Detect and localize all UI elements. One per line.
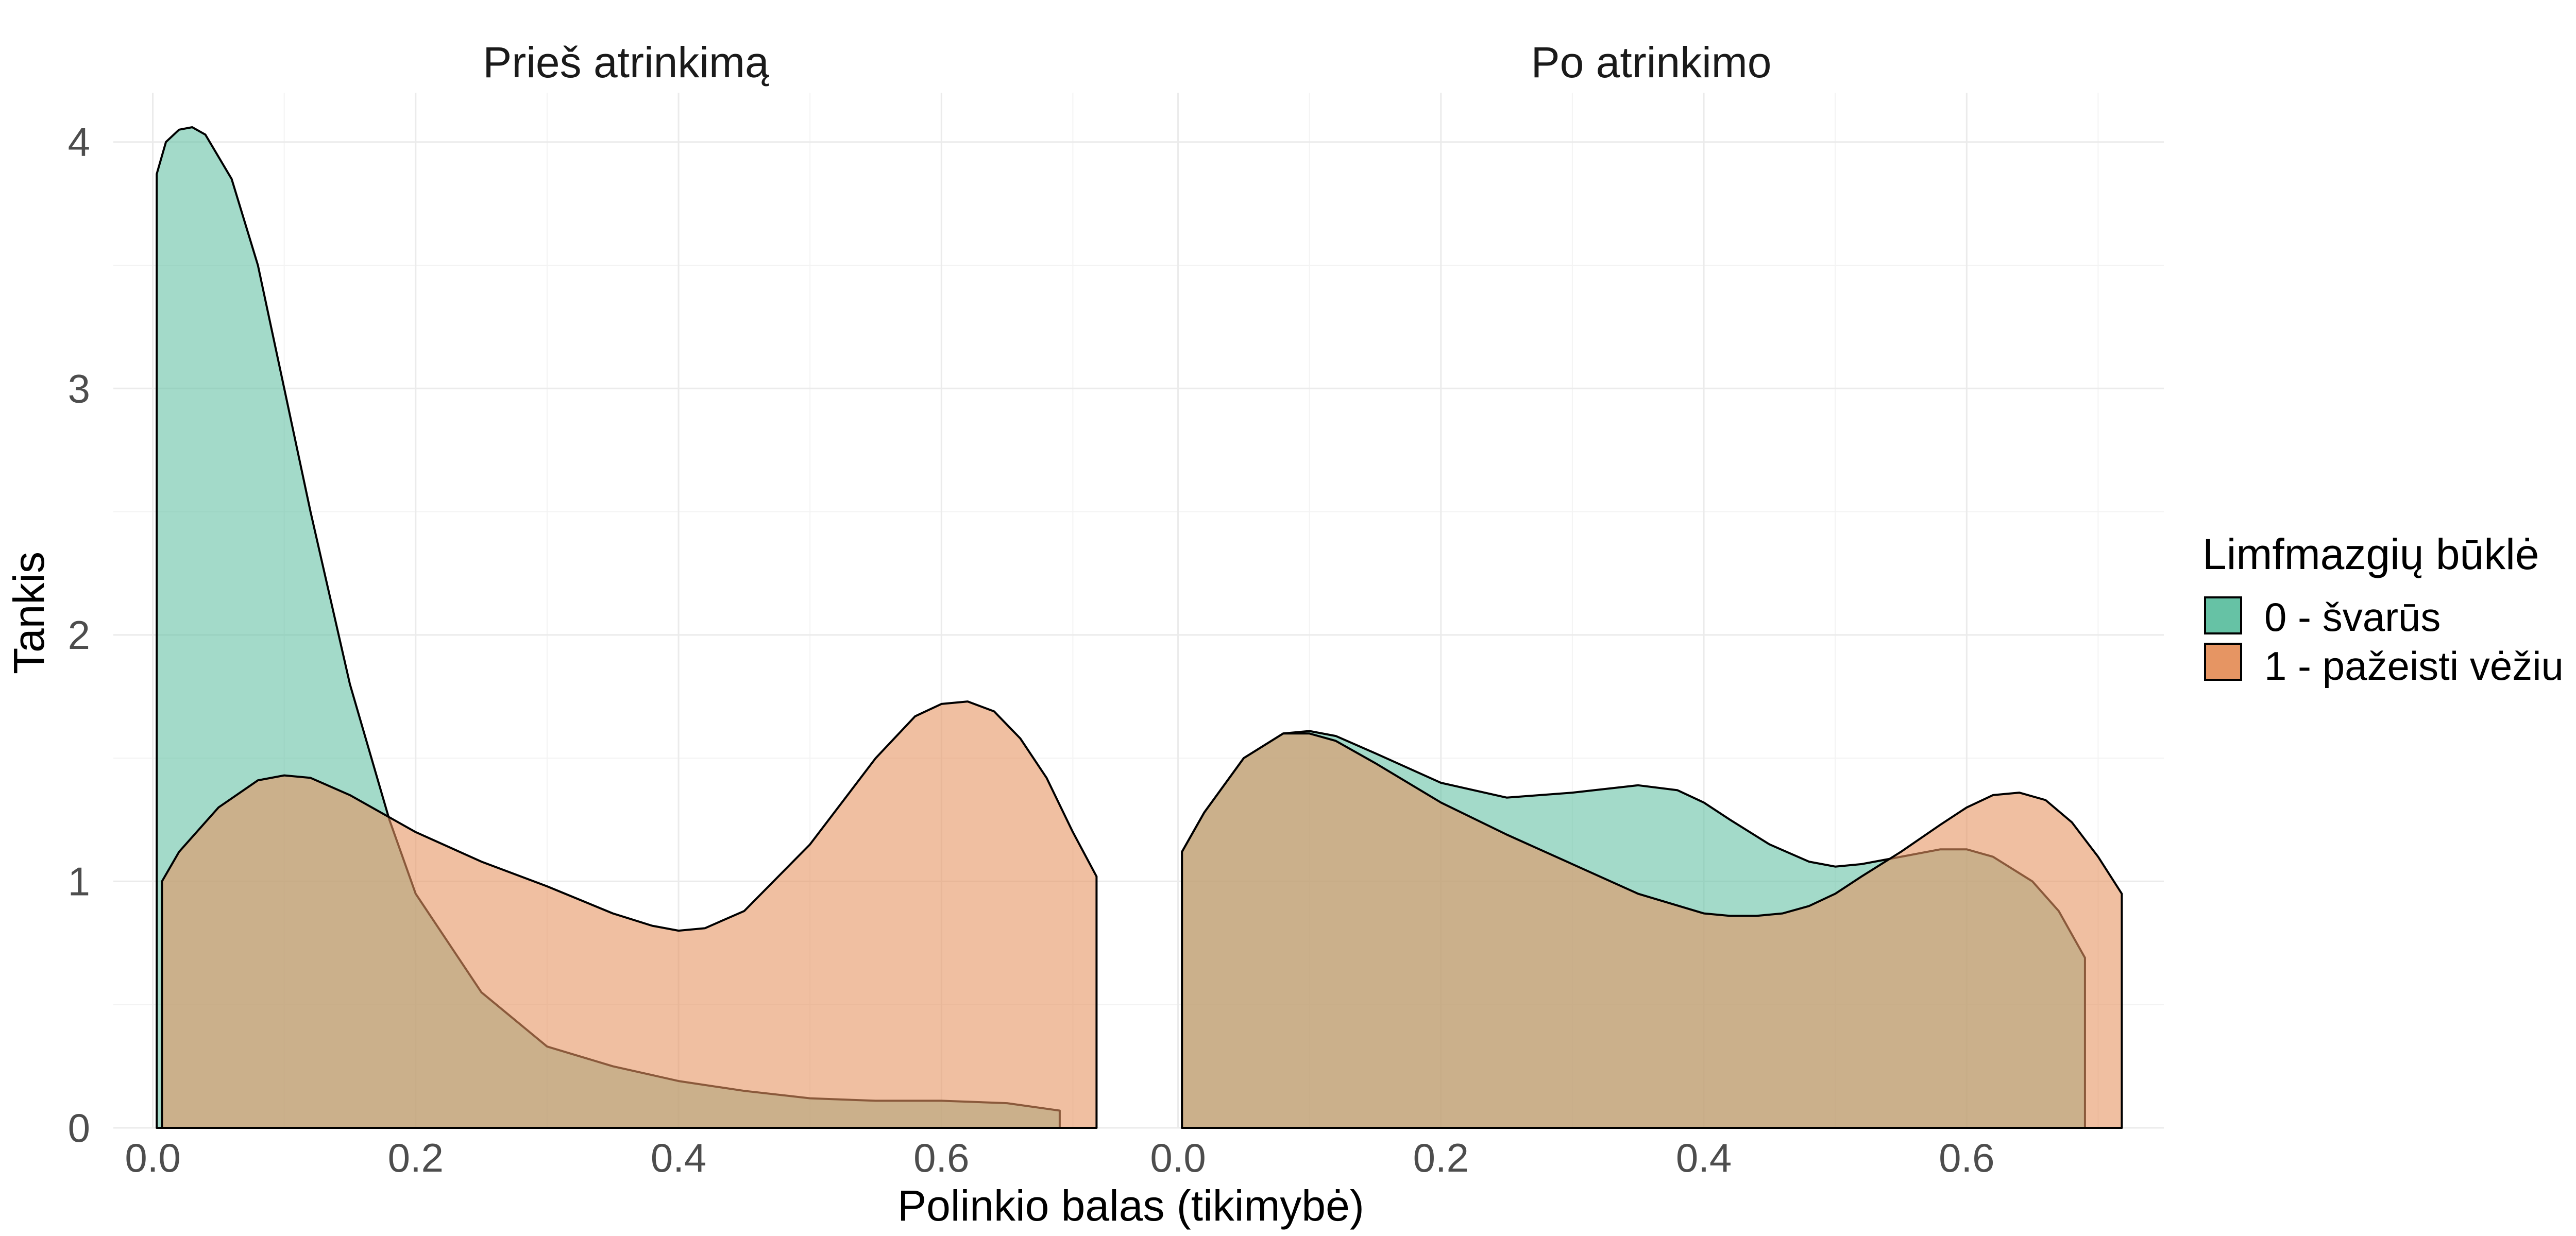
y-tick-labels: 0 1 2 3 4 — [68, 119, 90, 1151]
density-area-series1 — [1181, 732, 2123, 1129]
x-tick-labels: 0.0 0.2 0.4 0.6 — [125, 1135, 969, 1180]
legend-label-series1: 1 - pažeisti vėžiu — [2264, 643, 2564, 689]
x-tick-label: 0.6 — [1939, 1135, 1994, 1180]
x-tick-label: 0.2 — [388, 1135, 444, 1180]
panel-density-areas — [156, 126, 1098, 1129]
x-tick-label: 0.2 — [1413, 1135, 1469, 1180]
x-tick-label: 0.4 — [651, 1135, 706, 1180]
panel-density-areas — [1181, 730, 2123, 1129]
x-tick-label: 0.0 — [1150, 1135, 1206, 1180]
panel-title: Po atrinkimo — [1531, 38, 1772, 87]
density-area-series1 — [161, 700, 1098, 1129]
legend-label-series0: 0 - švarūs — [2264, 594, 2441, 640]
y-tick-label: 0 — [68, 1105, 90, 1151]
panel-before-matching: Prieš atrinkimą 0 1 2 3 4 0.0 0.2 0.4 0.6 — [68, 38, 1139, 1180]
panel-title: Prieš atrinkimą — [483, 38, 769, 87]
x-tick-labels: 0.0 0.2 0.4 0.6 — [1150, 1135, 1994, 1180]
legend: Limfmazgių būklė 0 - švarūs 1 - pažeisti… — [2202, 530, 2564, 689]
panel-after-matching: Po atrinkimo 0.0 0.2 0.4 0.6 — [1139, 38, 2164, 1180]
legend-key-series1 — [2204, 643, 2242, 681]
y-tick-label: 2 — [68, 612, 90, 658]
legend-title: Limfmazgių būklė — [2202, 530, 2539, 578]
x-tick-label: 0.0 — [125, 1135, 180, 1180]
x-tick-label: 0.4 — [1676, 1135, 1732, 1180]
x-axis-title: Polinkio balas (tikimybė) — [897, 1181, 1364, 1230]
y-axis-title: Tankis — [5, 552, 53, 674]
legend-key-series0 — [2204, 596, 2242, 634]
y-tick-label: 1 — [68, 859, 90, 904]
y-tick-label: 4 — [68, 119, 90, 165]
x-tick-label: 0.6 — [913, 1135, 969, 1180]
y-tick-label: 3 — [68, 366, 90, 411]
